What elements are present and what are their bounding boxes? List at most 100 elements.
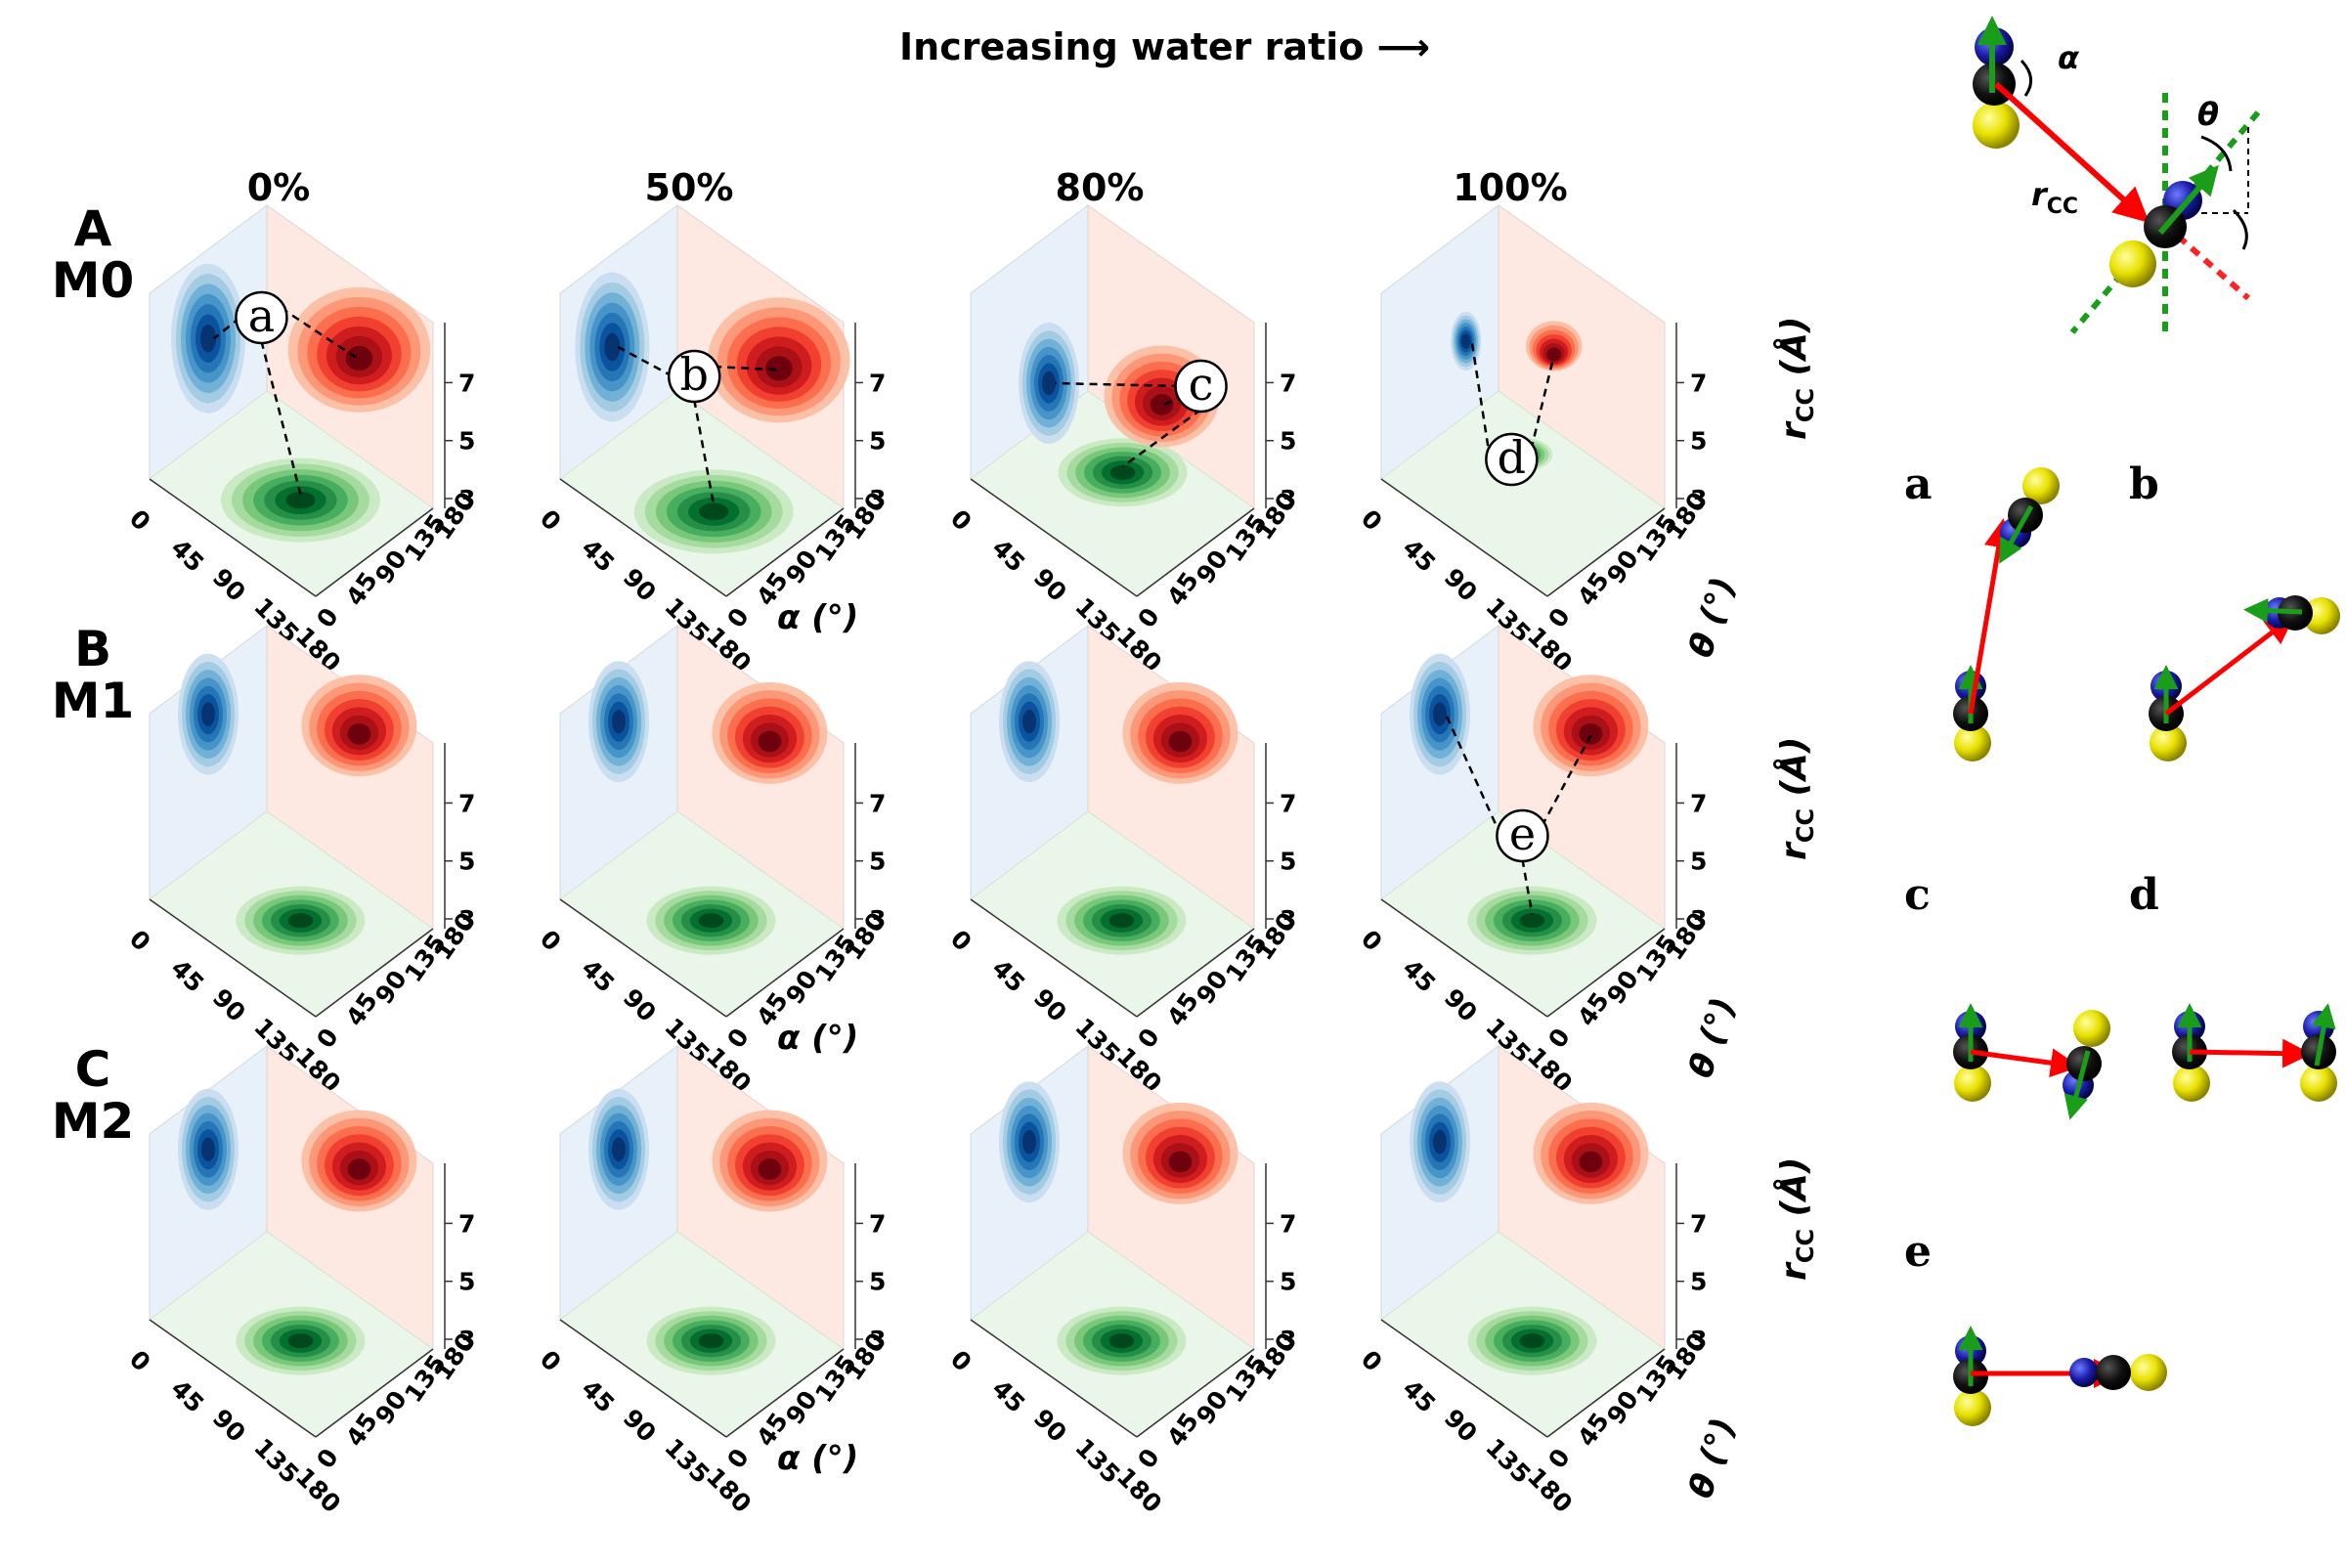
callout-leader-blue (1054, 381, 1180, 388)
alpha-tick-label: 90 (207, 1404, 251, 1448)
atom-yellow (1954, 1065, 1991, 1102)
atom-yellow-2 (2303, 597, 2340, 634)
alpha-axis-title-row0: α (°) (777, 598, 859, 637)
alpha-axis-line (970, 478, 1138, 597)
config-c-molecules (1953, 1003, 2110, 1120)
alpha-tick-label: 0 (1356, 504, 1388, 537)
rcc-tick-label: 5 (1690, 848, 1707, 876)
alpha-tick-label: 45 (1397, 1374, 1441, 1418)
alpha-symbol: α (2058, 39, 2080, 76)
wall-density-level (345, 345, 373, 371)
alpha-tick-label: 45 (1397, 954, 1441, 998)
panel-m1-50pct: 0 45 90 135 180 0 45 90 135 180 3 5 7 (535, 625, 914, 1098)
definition-schematic: α θ rCC (1973, 16, 2261, 337)
rcc-sub: CC (2047, 195, 2078, 219)
floor-density-level (287, 913, 314, 929)
row-model-m0: M0 (51, 252, 135, 309)
rcc-vector (2189, 1038, 2312, 1068)
theta-axis-line (725, 928, 845, 1018)
theta-axis-line (315, 507, 434, 597)
alpha-tick-label: 0 (1356, 925, 1388, 957)
dipole-arrow-2 (2064, 1050, 2091, 1120)
alpha-tick-label: 90 (1439, 563, 1483, 607)
alpha-tick-label: 90 (1028, 983, 1072, 1027)
alpha-tick-label: 0 (1356, 1345, 1388, 1377)
floor-density-level (698, 913, 724, 929)
atom-yellow (1954, 1389, 1991, 1426)
alpha-tick-label: 90 (207, 563, 251, 607)
alpha-tick-label: 0 (945, 925, 978, 957)
row-letter-b: B (73, 621, 112, 677)
panel-m0-50pct: 0 45 90 135 180 0 45 90 135 180 3 5 7 b (535, 204, 914, 677)
alpha-tick-label: 90 (1028, 563, 1072, 607)
rcc-tick-label: 3 (458, 485, 475, 513)
panel-m0-0pct: 0 45 90 135 180 0 45 90 135 180 3 5 7 a (124, 204, 503, 677)
config-label-a: a (1904, 459, 1933, 509)
wall-density-level (200, 324, 216, 353)
callout-label-d: d (1498, 431, 1526, 484)
rcc-tick-label: 5 (1280, 427, 1296, 456)
rcc-symbol: r (1774, 1263, 1814, 1281)
alpha-axis-line (149, 1319, 317, 1438)
alpha-tick-label: 90 (618, 1404, 662, 1448)
alpha-tick-label: 45 (576, 534, 620, 578)
rcc-tick-label: 5 (458, 848, 475, 876)
callout-leader-red (1541, 734, 1592, 827)
config-b-molecules (2149, 595, 2340, 762)
rcc-vector (1993, 81, 2150, 224)
alpha-tick-label: 90 (618, 983, 662, 1027)
rcc-symbol: r (1774, 422, 1814, 440)
wall-density-level (1168, 1151, 1193, 1173)
wall-density-level (604, 332, 621, 362)
alpha-axis-title-row1: α (°) (777, 1019, 859, 1058)
rcc-symbol-schematic: rCC (2031, 176, 2078, 219)
rcc-tick-label: 3 (458, 1326, 475, 1354)
floor-density-level (1109, 464, 1136, 480)
callout-circle (667, 349, 721, 404)
rcc-tick-label: 7 (1280, 1209, 1296, 1238)
panel-m2-80pct: 0 45 90 135 180 0 45 90 135 180 3 5 7 (945, 1045, 1325, 1518)
wall-density-level (1433, 702, 1447, 726)
callout-leader-red (714, 365, 779, 371)
alpha-tick-label: 45 (165, 1374, 209, 1418)
callout-circle (1174, 359, 1228, 414)
rcc-vector (2164, 614, 2295, 716)
config-label-d: d (2129, 870, 2159, 920)
alpha-tick-label: 90 (618, 563, 662, 607)
alpha-tick-label: 0 (124, 1345, 156, 1377)
floor-density-level (1519, 1333, 1545, 1349)
row-letter-c: C (74, 1041, 111, 1098)
alpha-tick-label: 0 (535, 925, 567, 957)
column-label-80: 80% (1055, 166, 1145, 209)
rcc-tick-label: 7 (458, 369, 475, 397)
alpha-tick-label: 90 (1439, 1404, 1483, 1448)
schematic-svg: α θ rCC a b c d e (1904, 16, 2340, 1426)
atom-yellow-2 (2022, 467, 2060, 504)
wall-density-level (1546, 347, 1562, 362)
wall-density-level (1579, 1151, 1603, 1173)
atom-yellow-2 (2073, 1010, 2110, 1047)
alpha-tick-label: 45 (165, 534, 209, 578)
callout-leader-blue (617, 345, 673, 378)
floor-density-level (699, 502, 729, 521)
alpha-axis-line (559, 478, 727, 597)
alpha-axis-line (1380, 898, 1548, 1018)
atom-yellow (2150, 724, 2187, 762)
rcc-tick-label: 7 (458, 1209, 475, 1238)
alpha-tick-label: 45 (576, 954, 620, 998)
rcc-tick-label: 5 (1280, 1268, 1296, 1296)
rcc-tick-label: 5 (1690, 1268, 1707, 1296)
floor-density-level (285, 491, 316, 509)
alpha-tick-label: 0 (535, 1345, 567, 1377)
rcc-tick-label: 5 (869, 427, 886, 456)
rcc-unit: (Å) (1774, 316, 1814, 388)
atom-yellow-2 (2300, 1065, 2337, 1102)
panel-m2-50pct: 0 45 90 135 180 0 45 90 135 180 3 5 7 (535, 1045, 914, 1518)
rcc-tick-label: 7 (1280, 789, 1296, 817)
rcc-tick-label: 3 (458, 905, 475, 934)
